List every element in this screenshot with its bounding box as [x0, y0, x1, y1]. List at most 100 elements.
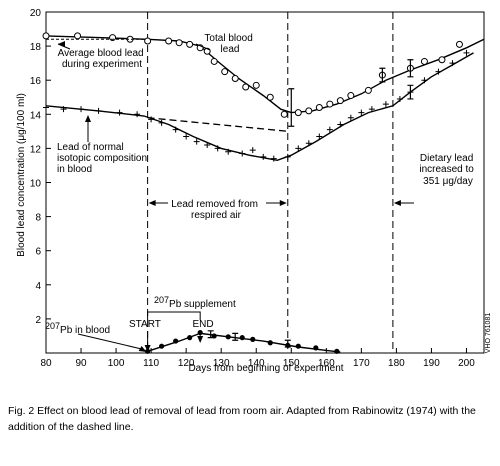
- data-point: [204, 141, 211, 148]
- normal-lead-label: Lead of normal isotopic composition in b…: [57, 142, 150, 175]
- data-point: [364, 86, 372, 94]
- x-tick-label: 200: [458, 358, 475, 369]
- total-blood-lead-label-line2: lead: [221, 44, 240, 55]
- data-point: [95, 107, 102, 114]
- normal-lead-label-line1: Lead of normal: [57, 142, 124, 153]
- supplement-label-text: Pb supplement: [169, 299, 236, 310]
- data-point: [438, 56, 446, 64]
- data-point: [270, 155, 277, 162]
- error-bar: [232, 332, 239, 341]
- start-label: START: [129, 319, 161, 330]
- y-tick-label: 20: [30, 8, 42, 19]
- data-point: [347, 92, 355, 100]
- series-line: [45, 52, 474, 162]
- dietary-lead-arrowhead: [393, 200, 401, 206]
- x-tick-label: 100: [108, 358, 125, 369]
- annotation-layer: Blood lead concentration (μg/100 ml) Day…: [16, 33, 492, 374]
- pb-blood-mass-number: 207: [45, 321, 60, 331]
- y-tick-label: 4: [35, 281, 41, 292]
- data-point: [225, 148, 232, 155]
- data-point: [337, 121, 344, 128]
- x-tick-label: 110: [143, 358, 159, 369]
- end-label: END: [192, 319, 213, 330]
- data-point: [305, 140, 312, 147]
- data-point: [186, 40, 194, 48]
- supplement-mass-number: 207: [154, 295, 169, 305]
- data-point: [284, 153, 291, 160]
- error-bar: [379, 67, 386, 83]
- dashed-trend-line: [147, 117, 288, 132]
- y-tick-label: 6: [35, 247, 41, 258]
- data-point: [42, 32, 50, 40]
- error-bar: [407, 59, 414, 78]
- data-point: [326, 100, 334, 108]
- data-point: [175, 39, 183, 47]
- average-blood-lead-label-line1: Average blood lead: [58, 48, 144, 59]
- data-point: [305, 107, 313, 115]
- series-line: [147, 332, 341, 353]
- data-point: [210, 57, 218, 65]
- data-point: [347, 114, 354, 121]
- data-point: [266, 93, 274, 101]
- supplement-label: 207Pb supplement: [154, 295, 236, 310]
- data-point: [214, 145, 221, 152]
- chart-figure: 80 90 100 110 120 130 140 150 160 170 180 190 200 2 4 6…: [16, 8, 492, 374]
- data-point: [336, 97, 344, 105]
- x-tick-label: 190: [423, 358, 440, 369]
- error-bar: [284, 339, 291, 348]
- data-point: [158, 119, 165, 126]
- pb-blood-label: 207Pb in blood: [45, 321, 110, 336]
- error-bar: [288, 88, 295, 127]
- data-point: [316, 133, 323, 140]
- x-tick-label: 160: [318, 358, 335, 369]
- series-1: [43, 49, 474, 162]
- data-point: [280, 110, 288, 118]
- pb-blood-arrowhead: [138, 346, 147, 352]
- data-point: [252, 81, 260, 89]
- data-point: [250, 336, 256, 342]
- data-point: [315, 103, 323, 111]
- y-tick-label: 10: [30, 179, 42, 190]
- dietary-lead-label-line3: 351 μg/day: [423, 176, 473, 187]
- series-line: [45, 35, 485, 114]
- x-tick-label: 130: [213, 358, 230, 369]
- series-2: [147, 117, 288, 132]
- data-point: [159, 343, 165, 349]
- lead-removed-label-line1: Lead removed from: [171, 199, 258, 210]
- dietary-lead-label-line2: increased to: [419, 164, 474, 175]
- data-point: [267, 340, 273, 346]
- dietary-lead-label-line1: Dietary lead: [420, 153, 473, 164]
- x-tick-label: 180: [388, 358, 405, 369]
- data-point: [396, 95, 403, 102]
- pb-blood-label-text: Pb in blood: [60, 325, 110, 336]
- data-point: [435, 68, 442, 75]
- data-point: [43, 104, 49, 111]
- data-point: [295, 343, 301, 349]
- data-point: [116, 109, 123, 116]
- x-tick-label: 120: [178, 358, 195, 369]
- start-arrowhead: [144, 345, 151, 352]
- x-tick-label: 150: [283, 358, 300, 369]
- x-tick-label: 170: [353, 358, 370, 369]
- data-point: [326, 126, 333, 133]
- data-point: [239, 335, 245, 341]
- data-point: [421, 77, 428, 84]
- data-point: [334, 348, 340, 354]
- y-tick-label: 16: [30, 76, 42, 87]
- x-axis-label: Days from beginning of experiment: [188, 363, 343, 374]
- series-3: [145, 329, 341, 354]
- lead-removed-label: Lead removed from respired air: [171, 199, 261, 221]
- data-point: [173, 338, 179, 344]
- lead-removed-label-line2: respired air: [191, 210, 242, 221]
- data-point: [358, 109, 365, 116]
- data-point: [382, 101, 389, 108]
- average-blood-lead-label-line2: during experiment: [62, 59, 142, 70]
- data-point: [144, 37, 152, 45]
- y-tick-label: 2: [35, 315, 41, 326]
- data-point: [420, 57, 428, 65]
- total-blood-lead-label-line1: Total blood: [204, 33, 252, 44]
- data-point: [294, 109, 302, 117]
- data-point: [225, 334, 231, 340]
- y-tick-label: 12: [30, 144, 42, 155]
- figure-caption: Fig. 2 Effect on blood lead of removal o…: [8, 405, 476, 433]
